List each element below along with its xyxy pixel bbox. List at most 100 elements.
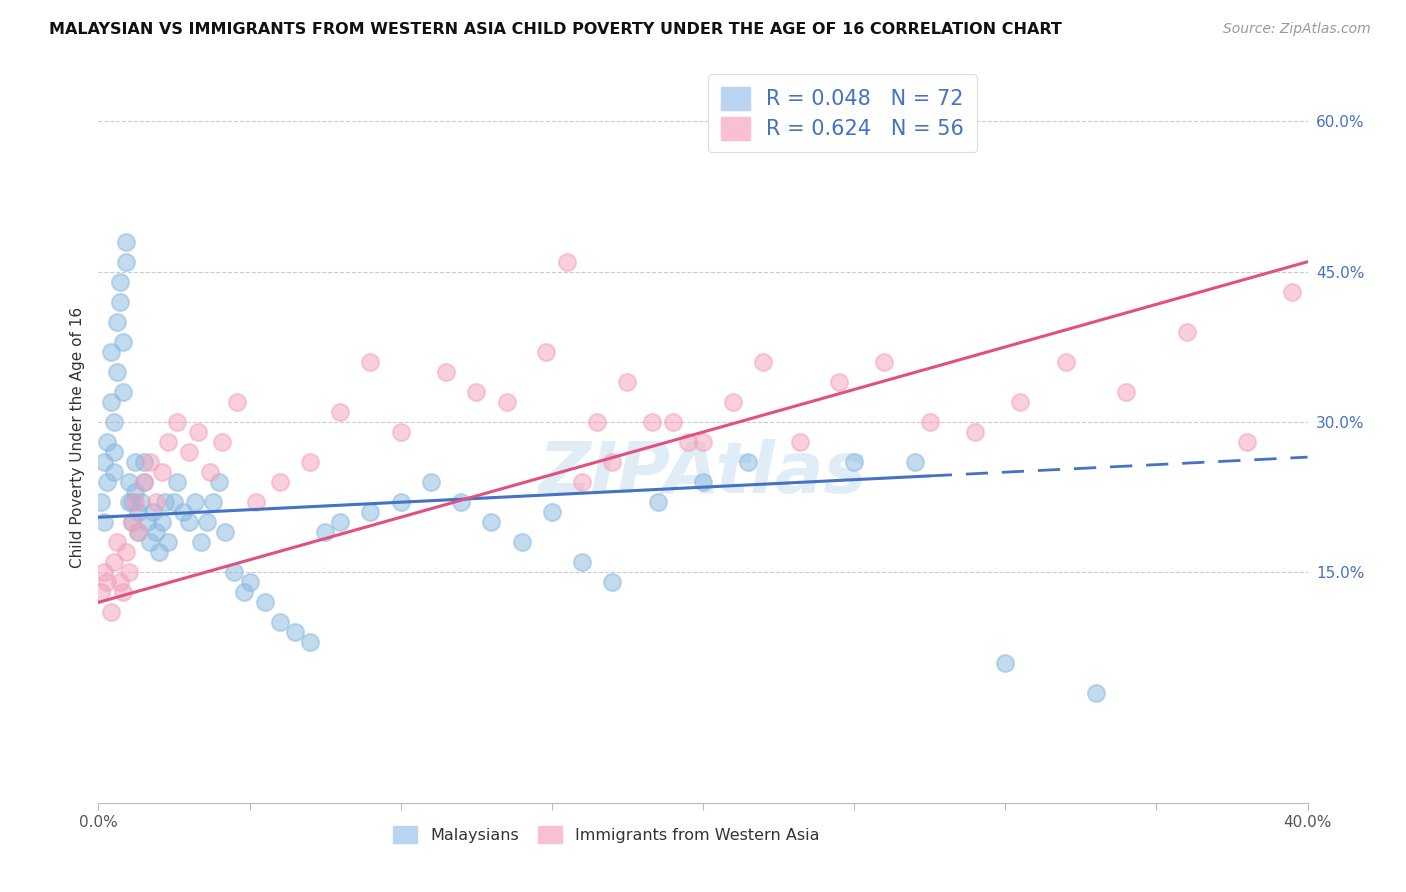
Point (103, 555, 125, 569)
Point (114, 545, 136, 559)
Point (142, 505, 165, 519)
Point (723, 395, 745, 409)
Point (269, 615, 291, 630)
Point (156, 435, 179, 450)
Point (145, 495, 167, 509)
Point (129, 495, 152, 509)
Point (103, 415, 125, 429)
Point (299, 635, 322, 649)
Point (148, 545, 170, 559)
Point (190, 535, 212, 549)
Point (124, 485, 146, 500)
Point (789, 435, 811, 450)
Point (100, 395, 122, 409)
Point (450, 495, 472, 509)
Point (314, 525, 336, 540)
Point (965, 425, 987, 439)
Point (103, 445, 125, 459)
Y-axis label: Child Poverty Under the Age of 16: Child Poverty Under the Age of 16 (69, 307, 84, 567)
Point (495, 395, 517, 409)
Point (540, 505, 562, 519)
Point (245, 495, 267, 509)
Point (156, 535, 179, 549)
Point (145, 525, 167, 540)
Point (1175, 325, 1198, 339)
Point (111, 585, 134, 599)
Text: Source: ZipAtlas.com: Source: ZipAtlas.com (1223, 22, 1371, 37)
Point (226, 395, 249, 409)
Point (616, 375, 638, 389)
Point (994, 656, 1017, 670)
Point (172, 505, 194, 519)
Point (114, 254, 136, 268)
Point (752, 355, 775, 369)
Point (108, 275, 131, 289)
Point (299, 455, 322, 469)
Point (481, 515, 503, 529)
Point (873, 355, 896, 369)
Point (661, 415, 683, 429)
Point (555, 254, 578, 268)
Point (124, 495, 146, 509)
Point (105, 365, 128, 379)
Point (108, 294, 131, 309)
Point (127, 525, 149, 540)
Point (127, 525, 149, 540)
Point (676, 435, 699, 450)
Point (135, 515, 157, 529)
Point (389, 425, 412, 439)
Point (96, 435, 118, 450)
Point (737, 455, 759, 469)
Point (118, 566, 141, 580)
Point (127, 505, 149, 519)
Text: ZIPAtlas: ZIPAtlas (538, 439, 868, 508)
Point (844, 455, 866, 469)
Point (179, 515, 201, 529)
Point (118, 495, 141, 509)
Point (121, 515, 143, 529)
Point (111, 334, 134, 349)
Point (602, 455, 624, 469)
Point (1054, 355, 1077, 369)
Point (90, 585, 112, 599)
Point (132, 475, 155, 490)
Point (139, 455, 162, 469)
Point (1010, 395, 1032, 409)
Point (108, 575, 131, 590)
Point (166, 475, 188, 490)
Point (200, 465, 222, 479)
Point (124, 455, 146, 469)
Point (114, 235, 136, 249)
Point (253, 595, 276, 609)
Point (96, 575, 118, 590)
Point (692, 475, 714, 490)
Point (187, 425, 209, 439)
Point (1281, 285, 1303, 299)
Text: MALAYSIAN VS IMMIGRANTS FROM WESTERN ASIA CHILD POVERTY UNDER THE AGE OF 16 CORR: MALAYSIAN VS IMMIGRANTS FROM WESTERN ASI… (49, 22, 1062, 37)
Point (534, 345, 557, 359)
Point (329, 515, 352, 529)
Legend: Malaysians, Immigrants from Western Asia: Malaysians, Immigrants from Western Asia (387, 820, 825, 850)
Point (103, 465, 125, 479)
Point (163, 495, 186, 509)
Point (692, 435, 714, 450)
Point (360, 355, 382, 369)
Point (105, 535, 128, 549)
Point (208, 475, 231, 490)
Point (195, 515, 218, 529)
Point (586, 415, 609, 429)
Point (132, 455, 155, 469)
Point (214, 525, 236, 540)
Point (150, 465, 173, 479)
Point (100, 345, 122, 359)
Point (465, 384, 488, 399)
Point (96, 475, 118, 490)
Point (111, 384, 134, 399)
Point (132, 475, 155, 490)
Point (100, 606, 122, 620)
Point (510, 535, 533, 549)
Point (918, 415, 941, 429)
Point (1236, 435, 1258, 450)
Point (434, 365, 457, 379)
Point (640, 415, 662, 429)
